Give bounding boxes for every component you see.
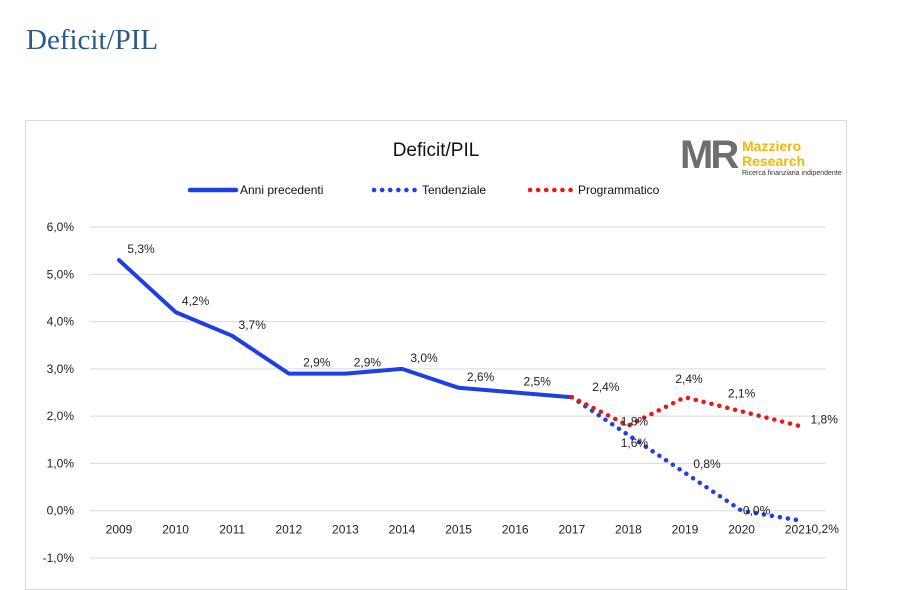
data-label: 2,4%: [675, 372, 703, 386]
x-tick-label: 2010: [162, 523, 189, 537]
mazziero-research-logo: MR Mazziero Research Ricerca finanziaria…: [680, 133, 842, 180]
data-label: 1,8%: [811, 413, 839, 427]
x-tick-label: 2021: [785, 523, 812, 537]
x-tick-label: 2014: [389, 523, 416, 537]
x-tick-label: 2011: [219, 523, 245, 537]
x-tick-label: 2017: [558, 523, 585, 537]
x-tick-label: 2013: [332, 523, 359, 537]
x-tick-label: 2015: [445, 523, 472, 537]
data-label: 1,8%: [621, 415, 649, 429]
chart-frame: [25, 120, 847, 590]
series-line-tendenziale: [569, 394, 801, 523]
x-tick-label: 2018: [615, 523, 642, 537]
y-tick-label: -1,0%: [43, 551, 75, 565]
data-label: 2,1%: [728, 386, 756, 400]
logo-name-line2: Research: [742, 153, 806, 169]
data-label: 3,7%: [239, 318, 267, 332]
data-label: -0,2%: [808, 522, 840, 536]
y-tick-label: 4,0%: [47, 315, 75, 329]
series-line-programmatico: [569, 394, 801, 428]
chart-grid: [90, 226, 826, 559]
data-label: 3,0%: [410, 351, 438, 365]
y-tick-label: 2,0%: [47, 409, 75, 423]
data-label: 5,3%: [127, 242, 155, 256]
chart-series: [117, 258, 801, 523]
y-tick-label: 5,0%: [47, 267, 75, 281]
x-tick-label: 2016: [502, 523, 529, 537]
series-line-anni-precedenti: [117, 258, 574, 400]
data-label: 1,6%: [621, 436, 649, 450]
x-tick-label: 2019: [672, 523, 699, 537]
y-tick-label: 3,0%: [47, 362, 75, 376]
y-tick-label: 6,0%: [47, 220, 75, 234]
y-tick-label: 0,0%: [47, 504, 75, 518]
logo-name: Mazziero Research: [742, 139, 805, 169]
data-label: 2,9%: [303, 356, 331, 370]
data-labels: 5,3% 4,2% 3,7% 2,9% 2,9% 3,0% 2,6% 2,5% 1,6% 0,8%…: [127, 242, 839, 536]
x-tick-label: 2020: [728, 523, 755, 537]
y-tick-label: 1,0%: [47, 456, 75, 470]
x-tick-label: 2012: [275, 523, 302, 537]
legend-label: Tendenziale: [422, 183, 486, 197]
data-label: 0,8%: [693, 457, 721, 471]
legend-label: Programmatico: [578, 183, 660, 197]
legend-label: Anni precedenti: [240, 183, 323, 197]
chart-title: Deficit/PIL: [393, 140, 480, 161]
y-axis: 6,0% 5,0% 4,0% 3,0% 2,0% 1,0% 0,0% -1,0%: [43, 220, 75, 565]
data-label: 0,0%: [743, 504, 771, 518]
data-label: 2,9%: [354, 356, 382, 370]
logo-name-line1: Mazziero: [742, 138, 802, 154]
data-label: 2,6%: [467, 370, 495, 384]
logo-tagline: Ricerca finanziaria indipendente: [742, 170, 842, 177]
data-label: 2,5%: [524, 375, 552, 389]
data-label: 2,4%: [592, 380, 620, 394]
chart-legend: Anni precedenti Tendenziale Programmatico: [187, 183, 660, 197]
x-tick-label: 2009: [106, 523, 133, 537]
data-label: 4,2%: [182, 294, 210, 308]
logo-mark: MR: [680, 133, 739, 177]
page-title: Deficit/PIL: [26, 24, 159, 56]
x-axis: 2009 2010 2011 2012 2013 2014 2015 2016 2017 2018…: [106, 523, 812, 537]
